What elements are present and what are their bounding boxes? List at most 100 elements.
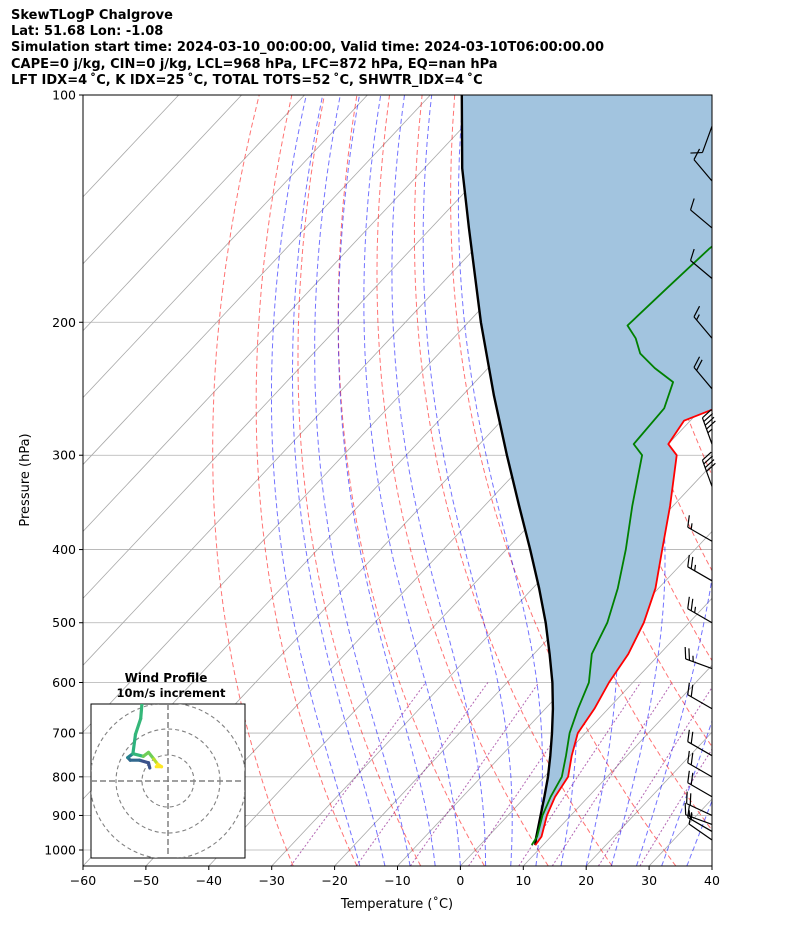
barb-flag bbox=[690, 598, 694, 611]
barb-flag bbox=[687, 750, 690, 763]
wind-barb bbox=[690, 126, 713, 154]
barb-flag bbox=[690, 684, 694, 697]
barb-flag bbox=[702, 451, 712, 461]
dry-adiabat-line bbox=[413, 95, 613, 866]
y-tick-label: 500 bbox=[52, 615, 76, 630]
moist-adiabat-line bbox=[391, 95, 487, 866]
x-tick-label: 20 bbox=[578, 873, 594, 888]
barb-staff bbox=[686, 803, 713, 816]
simulation-time-line: Simulation start time: 2024-03-10_00:00:… bbox=[11, 40, 604, 55]
barb-flag bbox=[688, 812, 693, 825]
x-tick-label: 10 bbox=[515, 873, 531, 888]
barb-flag bbox=[687, 554, 690, 567]
mixing-ratio-line bbox=[468, 682, 594, 866]
barb-half-flag bbox=[694, 564, 697, 571]
wind-barb bbox=[687, 515, 713, 542]
wind-barb bbox=[689, 248, 713, 279]
barb-flag bbox=[690, 772, 694, 785]
hodograph-trace-lower bbox=[131, 752, 145, 758]
barb-staff bbox=[701, 417, 713, 445]
mixing-ratio-line bbox=[409, 682, 540, 866]
y-tick-label: 200 bbox=[52, 315, 76, 330]
barb-flag bbox=[706, 420, 716, 430]
barb-flag bbox=[704, 459, 715, 469]
moist-adiabat-line bbox=[314, 95, 411, 866]
y-tick-label: 1000 bbox=[44, 843, 76, 858]
y-tick-label: 300 bbox=[52, 448, 76, 463]
barb-staff bbox=[693, 316, 713, 339]
isotherm-line bbox=[83, 95, 242, 265]
barb-flag bbox=[693, 305, 701, 318]
wind-barb bbox=[687, 596, 713, 624]
mixing-ratio-line bbox=[551, 682, 673, 866]
barb-staff bbox=[685, 814, 713, 826]
moist-adiabat-line bbox=[363, 95, 461, 866]
mixing-ratio-line bbox=[639, 748, 712, 866]
barb-flag bbox=[687, 596, 690, 609]
barb-staff bbox=[690, 260, 713, 279]
dry-adiabat-line bbox=[337, 95, 485, 866]
moist-adiabat-line bbox=[661, 719, 712, 866]
barb-flag bbox=[693, 356, 701, 368]
barb-flag bbox=[684, 646, 687, 660]
wind-barbs bbox=[684, 126, 716, 841]
barb-flag bbox=[686, 791, 688, 804]
wind-barb bbox=[687, 770, 713, 798]
isotherm-line bbox=[83, 95, 557, 599]
hodograph-title: Wind Profile bbox=[125, 671, 208, 685]
y-tick-label: 800 bbox=[52, 769, 76, 784]
hodograph-subtitle: 10m/s increment bbox=[117, 686, 226, 700]
wind-barb bbox=[701, 409, 716, 445]
y-axis-label: Pressure (hPa) bbox=[18, 433, 33, 526]
barb-half-flag bbox=[707, 428, 713, 434]
barb-staff bbox=[688, 823, 713, 841]
hodograph-trace-upper bbox=[131, 732, 138, 756]
location-line: Lat: 51.68 Lon: -1.08 bbox=[11, 24, 164, 39]
y-tick-label: 600 bbox=[52, 675, 76, 690]
barb-flag bbox=[702, 409, 712, 419]
moist-adiabat-line bbox=[636, 95, 712, 866]
wind-barb bbox=[686, 791, 713, 816]
wind-barb bbox=[688, 812, 713, 841]
x-tick-label: −50 bbox=[133, 873, 159, 888]
isotherm-line bbox=[83, 95, 305, 332]
mixing-ratio-line bbox=[355, 682, 489, 866]
barb-staff bbox=[687, 762, 713, 778]
barb-flag bbox=[687, 729, 690, 742]
isotherm-line bbox=[711, 865, 712, 866]
barb-staff bbox=[687, 526, 713, 542]
barb-flag bbox=[703, 455, 714, 465]
isotherm-line bbox=[83, 95, 494, 533]
x-axis-label: Temperature (˚C) bbox=[340, 896, 453, 912]
isotherm-line bbox=[334, 463, 712, 866]
hodograph-trace-upper bbox=[139, 704, 144, 721]
barb-flag bbox=[687, 682, 690, 695]
wind-barb bbox=[693, 148, 713, 182]
wind-barb bbox=[687, 682, 713, 710]
x-tick-label: 0 bbox=[456, 873, 464, 888]
chart-title: SkewTLogP Chalgrove bbox=[11, 8, 173, 23]
barb-half-flag bbox=[696, 314, 700, 321]
isotherm-line bbox=[145, 263, 712, 866]
dewpoint-line bbox=[530, 245, 712, 846]
hodograph-trace-upper bbox=[133, 716, 143, 736]
moist-adiabat-line bbox=[337, 95, 436, 866]
wind-barb bbox=[687, 554, 713, 582]
dry-adiabat-line bbox=[518, 95, 712, 748]
moist-adiabat-line bbox=[292, 95, 386, 866]
cape-indices-line: CAPE=0 j/kg, CIN=0 j/kg, LCL=968 hPa, LF… bbox=[11, 57, 498, 72]
y-tick-label: 100 bbox=[52, 88, 76, 103]
moist-adiabat-line bbox=[711, 864, 712, 866]
barb-staff bbox=[701, 459, 713, 487]
barb-flag bbox=[687, 770, 690, 783]
barb-flag bbox=[690, 556, 694, 569]
barb-flag bbox=[704, 416, 715, 426]
barb-flag bbox=[688, 648, 691, 661]
isotherm-line bbox=[83, 95, 431, 466]
barb-staff bbox=[693, 159, 713, 182]
x-tick-label: −20 bbox=[321, 873, 347, 888]
dry-adiabat-line bbox=[450, 95, 677, 866]
wind-barb bbox=[684, 802, 713, 826]
x-tick-label: −30 bbox=[259, 873, 285, 888]
